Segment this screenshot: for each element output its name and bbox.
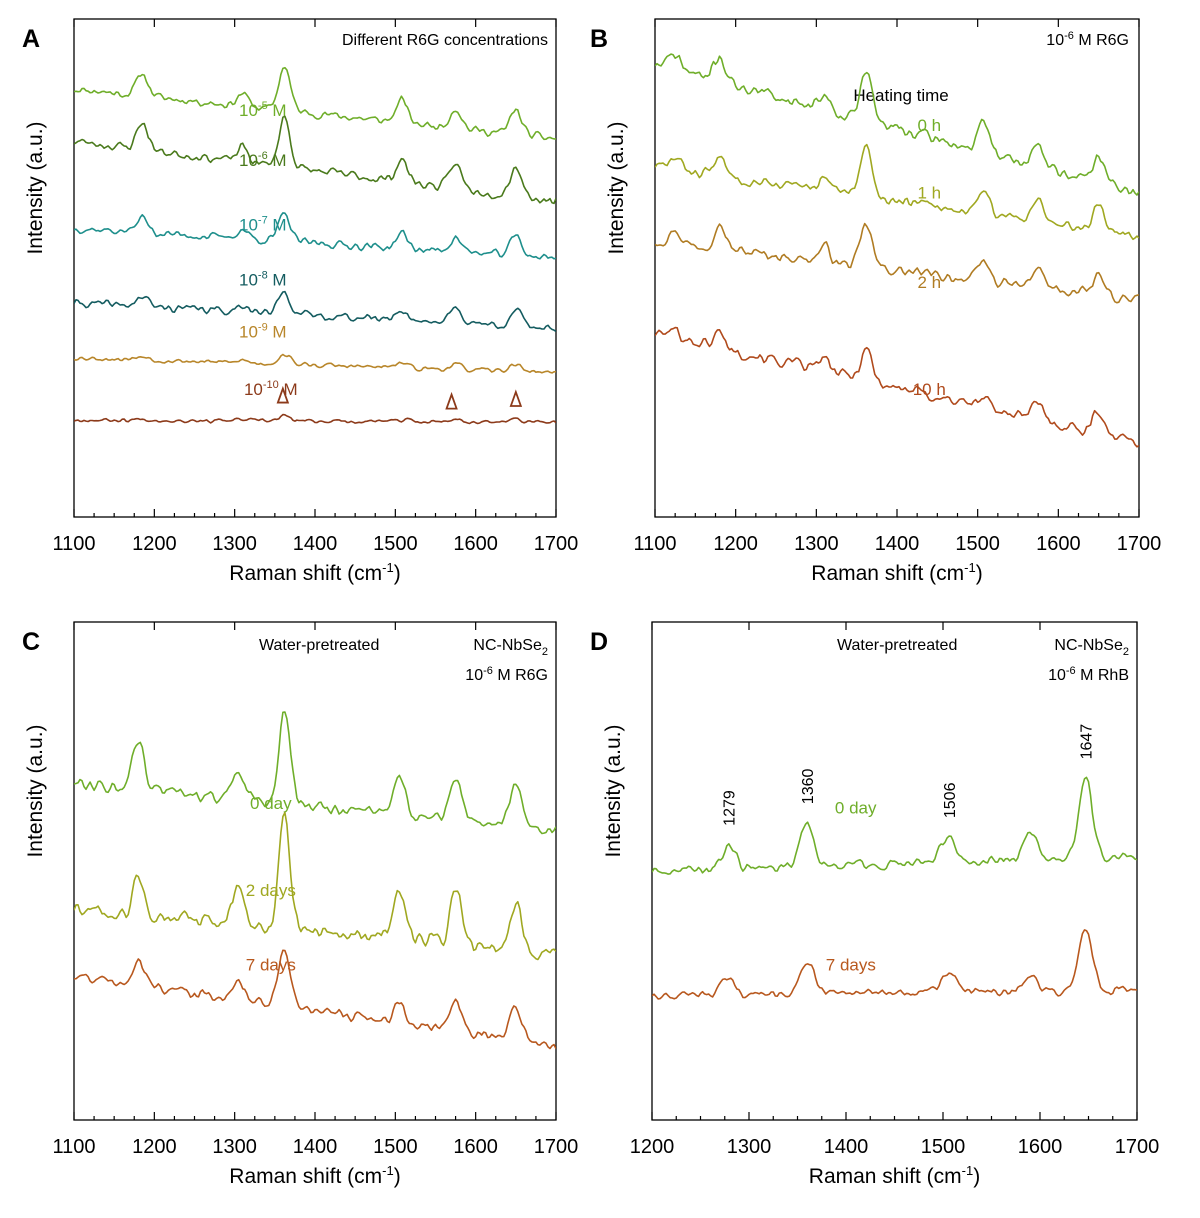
x-tick-label: 1600	[453, 533, 498, 555]
x-tick-label: 1700	[1115, 1136, 1160, 1158]
plot-frame	[73, 621, 557, 1121]
series-label: 0 h	[917, 116, 941, 135]
panel-d: D 1200 1300 1400 1500 1600 1700 Raman shift (cm…	[590, 621, 1160, 1188]
panel-c: C 1100 1200 1300 1400 1500 1600 1700 Raman shift…	[22, 621, 579, 1188]
series-line-3	[74, 290, 556, 333]
x-tick-label: 1700	[534, 1136, 579, 1158]
x-axis-title: Raman shift (cm-1)	[811, 560, 982, 585]
series-label: 10-7 M	[239, 215, 287, 235]
x-axis-title: Raman shift (cm-1)	[229, 560, 400, 585]
plot-frame	[651, 621, 1138, 1121]
x-tick-label: 1200	[630, 1136, 675, 1158]
y-axis-title: Intensity (a.u.)	[602, 724, 625, 857]
x-tick-label: 1400	[293, 533, 338, 555]
panel-title-line1-right: NC-NbSe2	[1054, 637, 1129, 658]
panel-title-line1-left: Water-pretreated	[259, 637, 379, 654]
plot-frame	[73, 18, 557, 518]
y-axis-title: Intensity (a.u.)	[605, 121, 628, 254]
x-tick-label: 1400	[293, 1136, 338, 1158]
x-tick-label: 1100	[52, 1136, 95, 1158]
peak-label: 1647	[1079, 724, 1096, 760]
x-axis-title: Raman shift (cm-1)	[229, 1163, 400, 1188]
panel-b: B 1100 1200 1300 1400 1500 1600 1700 Raman shift…	[590, 18, 1162, 585]
panel-title-line2: 10-6 M R6G	[465, 665, 548, 684]
series-label: 0 day	[835, 799, 877, 818]
x-tick-label: 1100	[52, 533, 95, 555]
x-tick-label: 1700	[1117, 533, 1162, 555]
x-tick-label: 1600	[1036, 533, 1081, 555]
legend-title: Heating time	[853, 86, 948, 105]
series-label: 10 h	[913, 380, 946, 399]
y-axis-title: Intensity (a.u.)	[24, 724, 47, 857]
series-label: 10-6 M	[239, 150, 287, 170]
panel-title: 10-6 M R6G	[1046, 30, 1129, 49]
series-line-0	[74, 66, 556, 141]
panel-title-line1-left: Water-pretreated	[837, 637, 957, 654]
panel-title: Different R6G concentrations	[342, 32, 548, 49]
x-tick-label: 1300	[212, 1136, 257, 1158]
x-tick-label: 1200	[132, 533, 177, 555]
x-tick-label: 1200	[713, 533, 758, 555]
x-tick-label: 1300	[794, 533, 839, 555]
series-label: 7 days	[826, 956, 876, 975]
series-line-1	[652, 929, 1137, 1000]
series-line-0	[655, 53, 1139, 196]
panel-letter: B	[590, 25, 608, 53]
x-tick-label: 1400	[824, 1136, 869, 1158]
series-line-5	[74, 413, 556, 425]
panel-title-line2: 10-6 M RhB	[1048, 665, 1129, 684]
series-label: 10-9 M	[239, 322, 287, 342]
x-tick-label: 1200	[132, 1136, 177, 1158]
x-tick-label: 1500	[921, 1136, 966, 1158]
x-tick-label: 1500	[373, 1136, 418, 1158]
series-line-1	[74, 115, 556, 205]
x-tick-label: 1600	[1018, 1136, 1063, 1158]
x-tick-label: 1700	[534, 533, 579, 555]
panel-title-line1-right: NC-NbSe2	[473, 637, 548, 658]
series-line-2	[74, 212, 556, 260]
y-axis-title: Intensity (a.u.)	[24, 121, 47, 254]
triangle-marker	[276, 385, 290, 404]
x-tick-label: 1400	[875, 533, 920, 555]
series-line-4	[74, 353, 556, 374]
peak-label: 1360	[800, 768, 817, 804]
series-label: 10-10 M	[244, 379, 298, 399]
series-line-1	[74, 811, 556, 961]
series-label: 10-8 M	[239, 269, 287, 289]
series-label: 1 h	[917, 183, 941, 202]
x-tick-label: 1300	[212, 533, 257, 555]
triangle-marker	[509, 389, 523, 407]
triangle-marker	[445, 391, 458, 410]
series-label: 7 days	[246, 956, 296, 975]
series-line-0	[652, 776, 1137, 875]
x-tick-label: 1600	[453, 1136, 498, 1158]
series-line-2	[74, 949, 556, 1050]
x-tick-label: 1300	[727, 1136, 772, 1158]
panel-letter: D	[590, 628, 608, 656]
panel-letter: C	[22, 628, 40, 656]
x-tick-label: 1100	[633, 533, 676, 555]
series-label: 2 days	[246, 881, 296, 900]
series-label: 2 h	[917, 273, 941, 292]
series-line-3	[655, 326, 1139, 448]
panel-letter: A	[22, 25, 40, 53]
series-label: 10-5 M	[239, 100, 287, 120]
series-label: 0 day	[250, 794, 292, 813]
x-axis-title: Raman shift (cm-1)	[809, 1163, 980, 1188]
series-line-0	[74, 711, 556, 835]
series-line-2	[655, 222, 1139, 304]
panel-a: A 1100 1200 1300 1400 1500 1600 1700 Raman shift…	[22, 18, 579, 585]
series-line-1	[655, 143, 1139, 241]
peak-label: 1279	[722, 790, 739, 826]
peak-label: 1506	[942, 782, 959, 818]
x-tick-label: 1500	[955, 533, 1000, 555]
x-tick-label: 1500	[373, 533, 418, 555]
